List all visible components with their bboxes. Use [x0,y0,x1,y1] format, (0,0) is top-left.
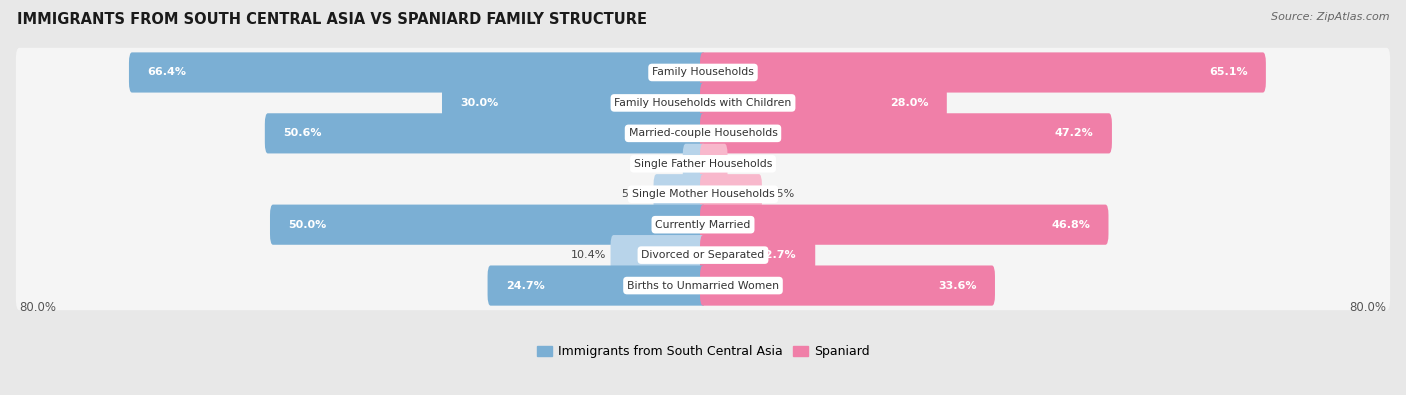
FancyBboxPatch shape [15,230,1391,280]
Text: Currently Married: Currently Married [655,220,751,229]
Text: 80.0%: 80.0% [20,301,56,314]
Text: Divorced or Separated: Divorced or Separated [641,250,765,260]
Text: 66.4%: 66.4% [148,68,187,77]
FancyBboxPatch shape [15,139,1391,188]
FancyBboxPatch shape [610,235,706,275]
Text: 6.5%: 6.5% [766,189,794,199]
Text: Family Households with Children: Family Households with Children [614,98,792,108]
FancyBboxPatch shape [700,144,727,184]
Text: 50.0%: 50.0% [288,220,326,229]
Text: 65.1%: 65.1% [1209,68,1247,77]
Text: Births to Unmarried Women: Births to Unmarried Women [627,280,779,291]
FancyBboxPatch shape [700,235,815,275]
FancyBboxPatch shape [15,261,1391,310]
Text: Source: ZipAtlas.com: Source: ZipAtlas.com [1271,12,1389,22]
Text: 2.5%: 2.5% [731,159,759,169]
Text: 50.6%: 50.6% [284,128,322,138]
Legend: Immigrants from South Central Asia, Spaniard: Immigrants from South Central Asia, Span… [531,340,875,363]
Text: Single Father Households: Single Father Households [634,159,772,169]
FancyBboxPatch shape [15,169,1391,219]
Text: Family Households: Family Households [652,68,754,77]
FancyBboxPatch shape [700,265,995,306]
FancyBboxPatch shape [15,109,1391,158]
Text: 30.0%: 30.0% [461,98,499,108]
Text: IMMIGRANTS FROM SOUTH CENTRAL ASIA VS SPANIARD FAMILY STRUCTURE: IMMIGRANTS FROM SOUTH CENTRAL ASIA VS SP… [17,12,647,27]
Text: 80.0%: 80.0% [1350,301,1386,314]
Text: Single Mother Households: Single Mother Households [631,189,775,199]
Text: 12.7%: 12.7% [758,250,797,260]
FancyBboxPatch shape [488,265,706,306]
FancyBboxPatch shape [700,205,1108,245]
FancyBboxPatch shape [264,113,706,153]
Text: 2.0%: 2.0% [651,159,679,169]
FancyBboxPatch shape [270,205,706,245]
FancyBboxPatch shape [15,200,1391,249]
FancyBboxPatch shape [129,53,706,92]
Text: 10.4%: 10.4% [571,250,606,260]
FancyBboxPatch shape [441,83,706,123]
FancyBboxPatch shape [700,113,1112,153]
Text: 46.8%: 46.8% [1052,220,1090,229]
Text: 47.2%: 47.2% [1054,128,1094,138]
Text: 28.0%: 28.0% [890,98,928,108]
Text: 5.4%: 5.4% [621,189,650,199]
FancyBboxPatch shape [700,83,946,123]
FancyBboxPatch shape [15,78,1391,128]
Text: Married-couple Households: Married-couple Households [628,128,778,138]
Text: 24.7%: 24.7% [506,280,544,291]
FancyBboxPatch shape [700,53,1265,92]
FancyBboxPatch shape [15,48,1391,97]
FancyBboxPatch shape [654,174,706,214]
Text: 33.6%: 33.6% [938,280,977,291]
FancyBboxPatch shape [700,174,762,214]
FancyBboxPatch shape [683,144,706,184]
